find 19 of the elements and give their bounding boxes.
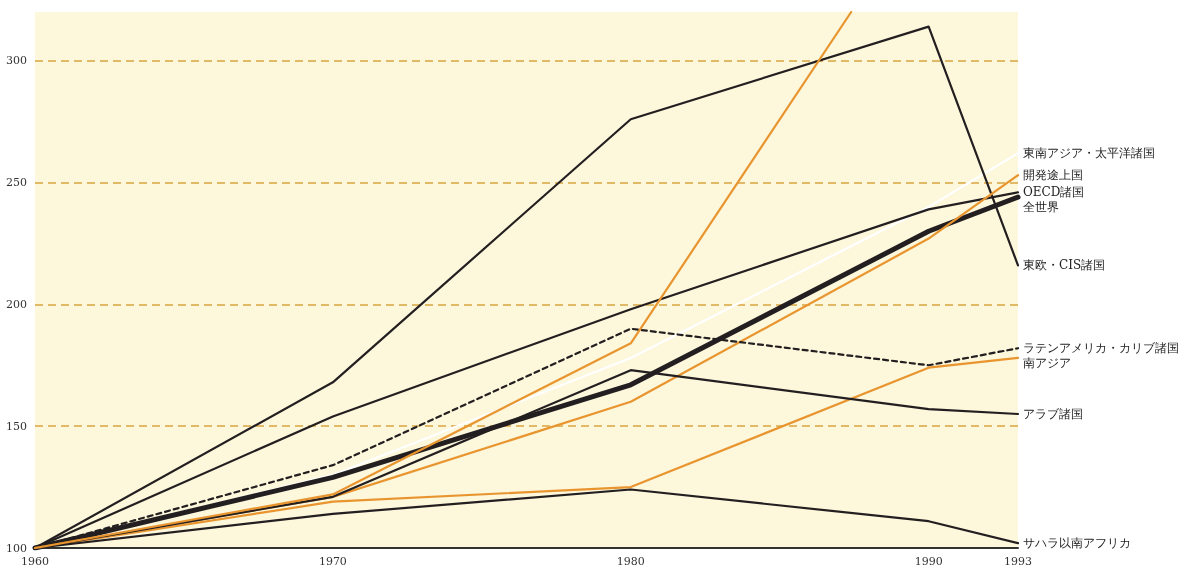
series-label: OECD諸国 [1023,185,1085,200]
x-tick-label: 1990 [914,555,943,568]
x-tick-label: 1980 [616,555,645,568]
x-tick-label: 1960 [21,555,49,568]
y-tick-label: 100 [6,541,27,555]
series-label: 南アジア [1023,356,1071,371]
series-label: 東南アジア・太平洋諸国 [1023,146,1155,161]
y-tick-label: 300 [6,54,27,68]
series-label: ラテンアメリカ・カリブ諸国 [1023,341,1179,356]
y-tick-label: 150 [6,419,27,433]
x-tick-label: 1970 [318,555,347,568]
series-label: 全世界 [1023,200,1059,215]
y-tick-label: 250 [6,176,27,190]
series-label: 開発途上国 [1023,168,1083,183]
series-label: サハラ以南アフリカ [1023,536,1131,551]
series-label: アラブ諸国 [1023,407,1083,421]
series-label: 東欧・CIS諸国 [1023,258,1106,273]
x-tick-label: 1993 [1004,555,1032,568]
y-tick-label: 200 [6,297,27,311]
